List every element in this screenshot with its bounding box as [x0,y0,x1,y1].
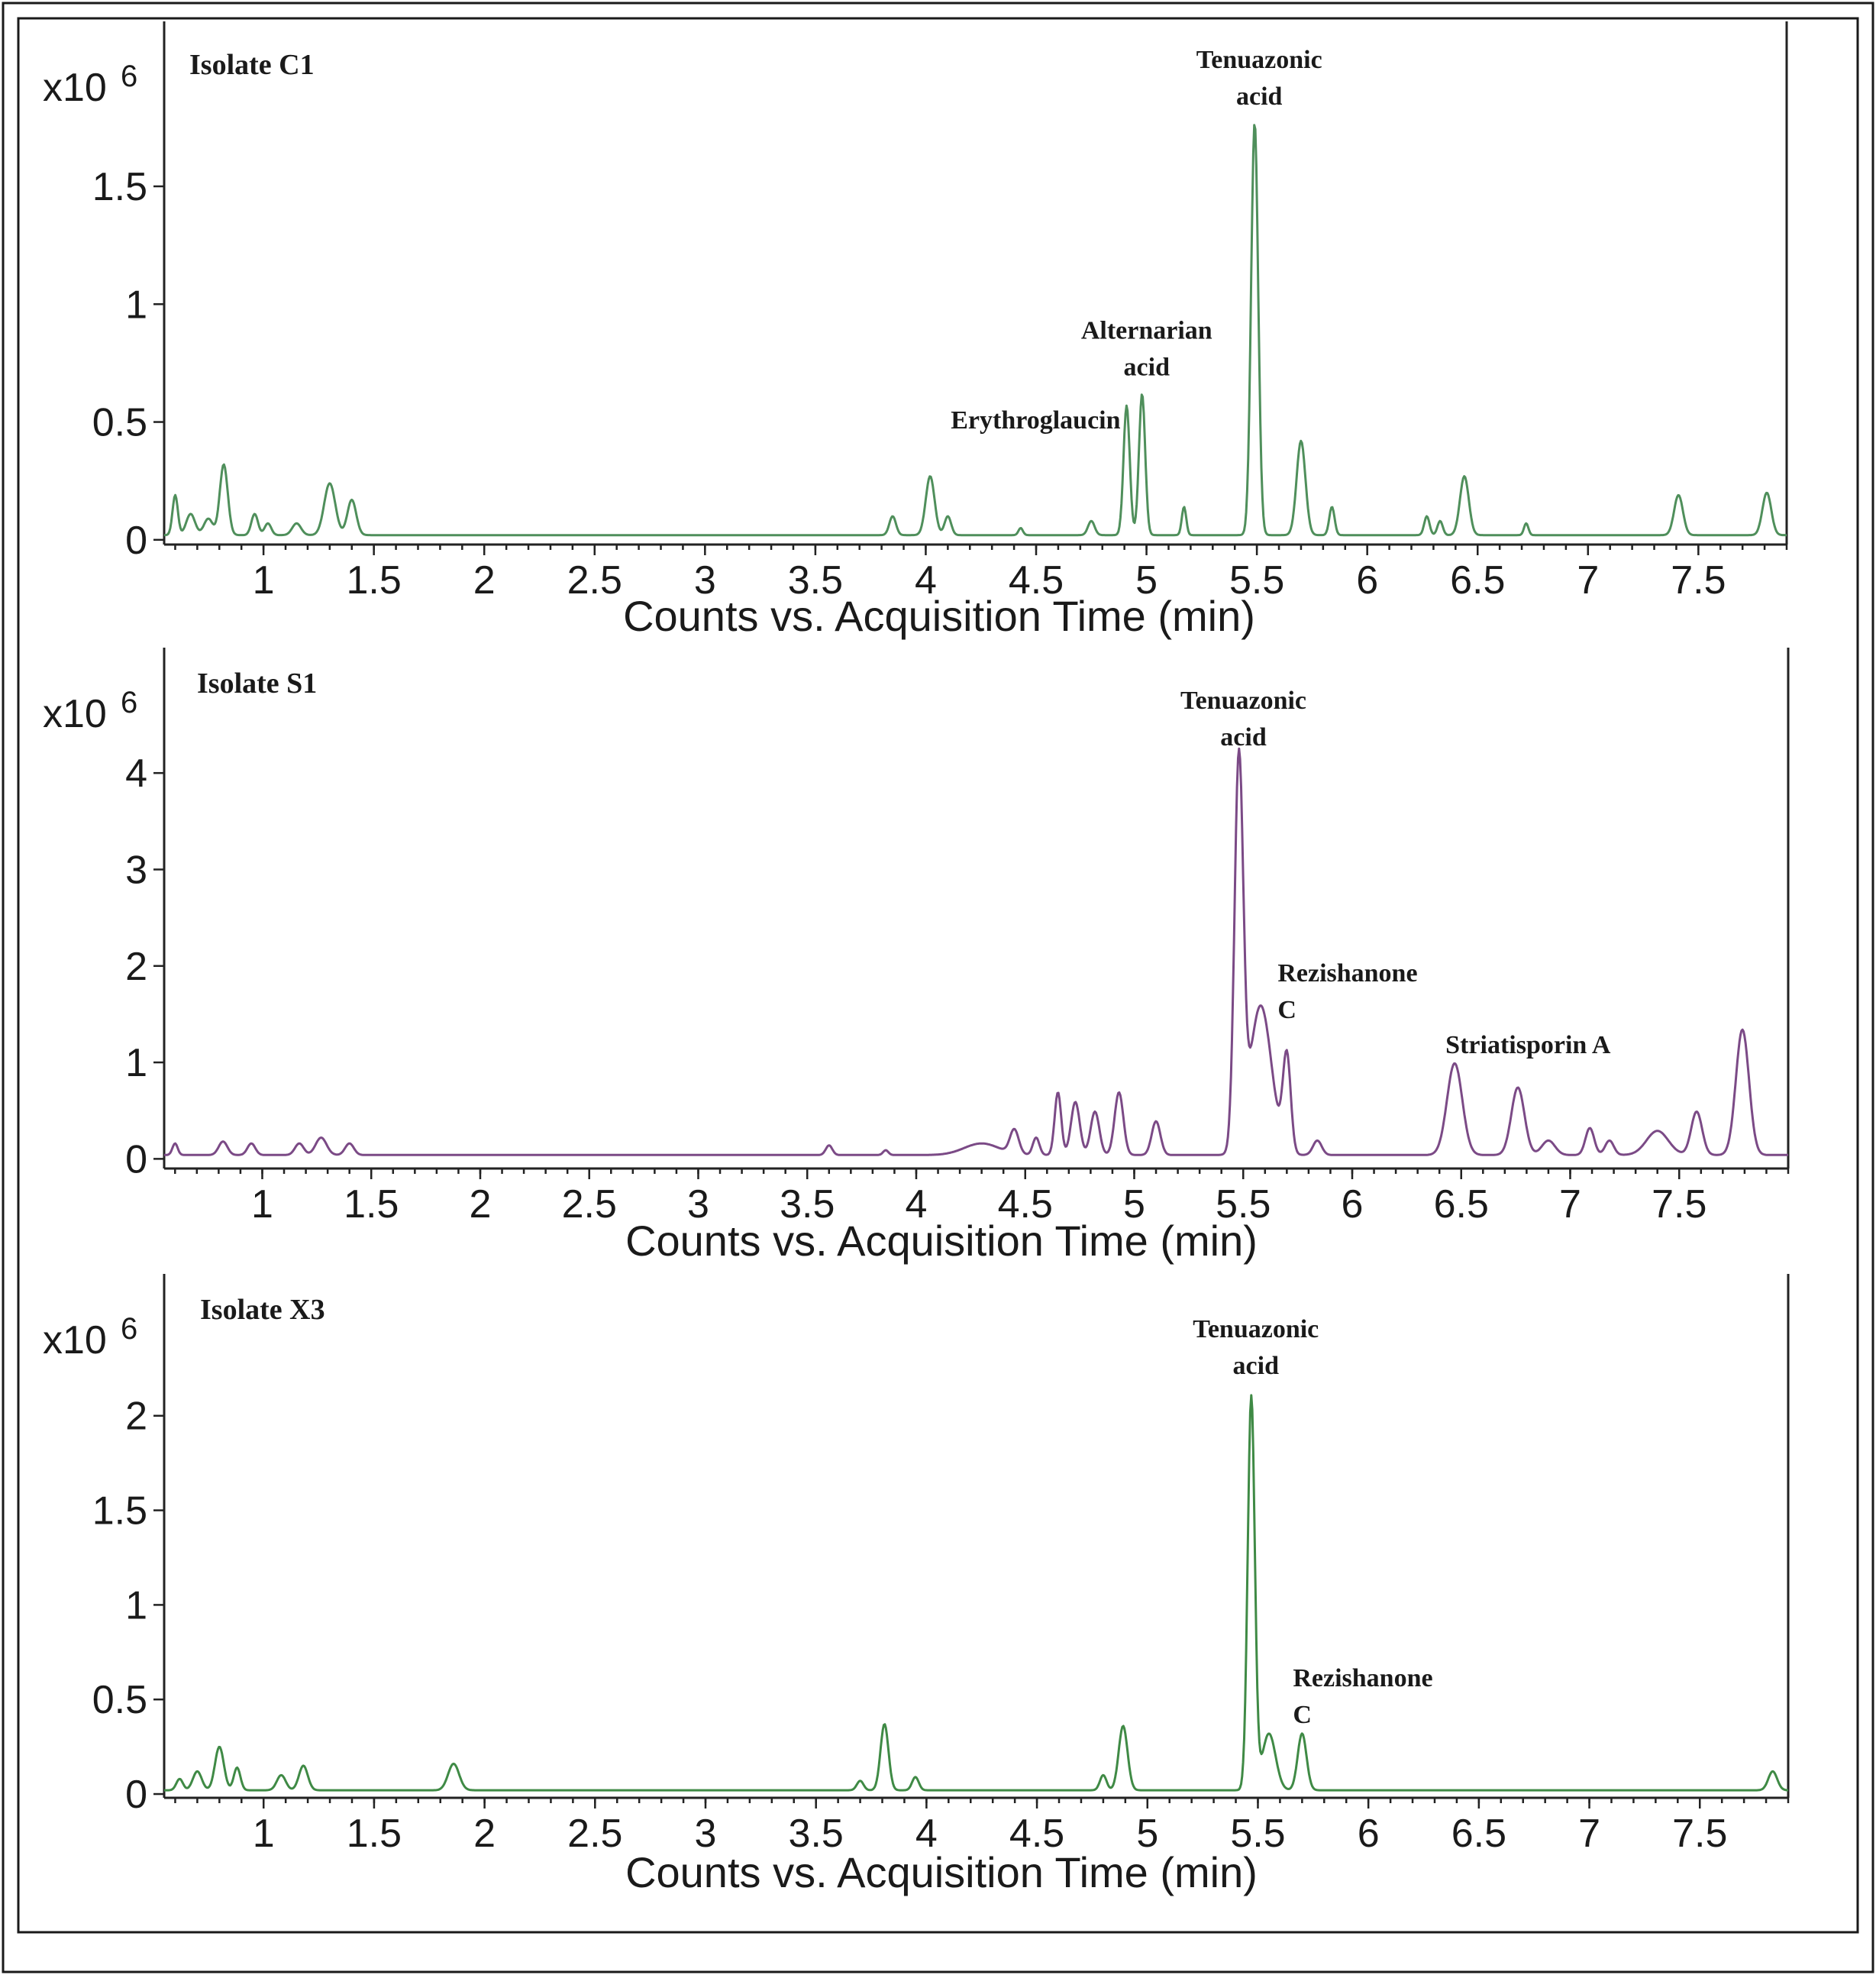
y-tick-label: 0 [125,1137,147,1181]
chromatogram-trace [163,124,1787,537]
y-multiplier: x10 [43,1318,107,1362]
x-tick-label: 7 [1578,1812,1600,1856]
x-tick-label: 6.5 [1450,558,1505,603]
y-multiplier-exponent: 6 [121,60,137,93]
chromatogram-trace [163,747,1789,1156]
x-tick-label: 4 [906,1182,928,1227]
peak-annotation: Tenuazonic [1193,1315,1319,1343]
x-tick-label: 4.5 [1009,1812,1064,1856]
x-tick-label: 4.5 [998,1182,1053,1227]
y-tick-label: 1 [125,283,147,327]
x-tick-label: 2.5 [567,558,622,603]
panel-isolate-s1: Isolate S1 x10 6 Counts vs. Acquisition … [43,648,1790,1265]
peak-annotation: Rezishanone [1277,959,1417,988]
x-tick-label: 6.5 [1434,1182,1489,1227]
x-tick-label: 1 [253,558,275,603]
peak-annotation: C [1293,1701,1312,1729]
x-tick-label: 7 [1559,1182,1581,1227]
panel-isolate-c1: Isolate C1 x10 6 Counts vs. Acquisition … [43,21,1788,640]
x-tick-label: 5.5 [1216,1182,1271,1227]
x-tick-label: 7.5 [1671,558,1726,603]
y-tick-label: 0 [125,519,147,563]
peak-annotation: acid [1220,723,1267,752]
x-tick-label: 3 [687,1182,709,1227]
y-tick-label: 1 [125,1041,147,1085]
x-tick-label: 5 [1123,1182,1145,1227]
x-tick-label: 3.5 [789,1812,844,1856]
y-multiplier: x10 [43,66,107,110]
peak-annotation: Tenuazonic [1196,46,1322,74]
peak-annotation: Striatisporin A [1445,1031,1611,1059]
y-tick-label: 0.5 [92,401,147,445]
x-tick-label: 5.5 [1230,1812,1285,1856]
x-axis-label: Counts vs. Acquisition Time (min) [625,1848,1258,1896]
panel-isolate-x3: Isolate X3 x10 6 Counts vs. Acquisition … [43,1274,1790,1896]
x-tick-label: 2.5 [567,1812,622,1856]
y-tick-label: 2 [125,1395,147,1439]
x-tick-label: 7.5 [1652,1182,1706,1227]
peak-annotation: acid [1233,1352,1280,1380]
x-tick-label: 6 [1358,1812,1380,1856]
y-tick-label: 0.5 [92,1678,147,1722]
x-tick-label: 2.5 [562,1182,617,1227]
x-tick-label: 1 [251,1182,273,1227]
x-tick-label: 5 [1136,1812,1158,1856]
y-tick-label: 1 [125,1583,147,1628]
x-tick-label: 3 [695,1812,717,1856]
peak-annotation: acid [1124,354,1170,382]
x-tick-label: 4 [915,558,937,603]
y-tick-label: 2 [125,945,147,989]
x-tick-label: 2 [473,1812,496,1856]
x-tick-label: 7.5 [1672,1812,1727,1856]
peak-annotation: Tenuazonic [1180,687,1306,715]
panel-title: Isolate C1 [189,49,315,81]
inner-frame [17,17,1859,1934]
y-tick-label: 3 [125,848,147,892]
x-tick-label: 6 [1342,1182,1364,1227]
x-tick-label: 1.5 [347,1812,402,1856]
x-tick-label: 3 [694,558,716,603]
x-tick-label: 1.5 [347,558,402,603]
y-tick-label: 4 [125,752,147,796]
peak-annotation: Alternarian [1081,317,1212,345]
chromatogram-trace [163,1394,1789,1792]
y-multiplier-exponent: 6 [121,1312,137,1346]
peak-annotation: C [1277,996,1296,1024]
x-axis-label: Counts vs. Acquisition Time (min) [625,1217,1258,1265]
x-tick-label: 1 [253,1812,275,1856]
panel-title: Isolate S1 [197,667,317,700]
x-tick-label: 3.5 [780,1182,835,1227]
y-multiplier: x10 [43,692,107,736]
x-tick-label: 5 [1135,558,1158,603]
x-tick-label: 2 [470,1182,492,1227]
x-tick-label: 4 [915,1812,938,1856]
y-tick-label: 1.5 [92,165,147,209]
x-tick-label: 1.5 [344,1182,399,1227]
x-tick-label: 4.5 [1009,558,1064,603]
x-tick-label: 2 [473,558,496,603]
peak-annotation: Erythroglaucin [951,406,1120,435]
y-tick-label: 0 [125,1773,147,1817]
panel-title: Isolate X3 [200,1294,325,1326]
x-tick-label: 5.5 [1229,558,1284,603]
x-tick-label: 7 [1577,558,1599,603]
x-tick-label: 6 [1356,558,1378,603]
y-tick-label: 1.5 [92,1489,147,1534]
x-tick-label: 3.5 [788,558,843,603]
y-multiplier-exponent: 6 [121,686,137,719]
peak-annotation: acid [1236,82,1283,111]
x-tick-label: 6.5 [1451,1812,1506,1856]
x-axis-label: Counts vs. Acquisition Time (min) [623,592,1255,640]
peak-annotation: Rezishanone [1293,1664,1432,1692]
